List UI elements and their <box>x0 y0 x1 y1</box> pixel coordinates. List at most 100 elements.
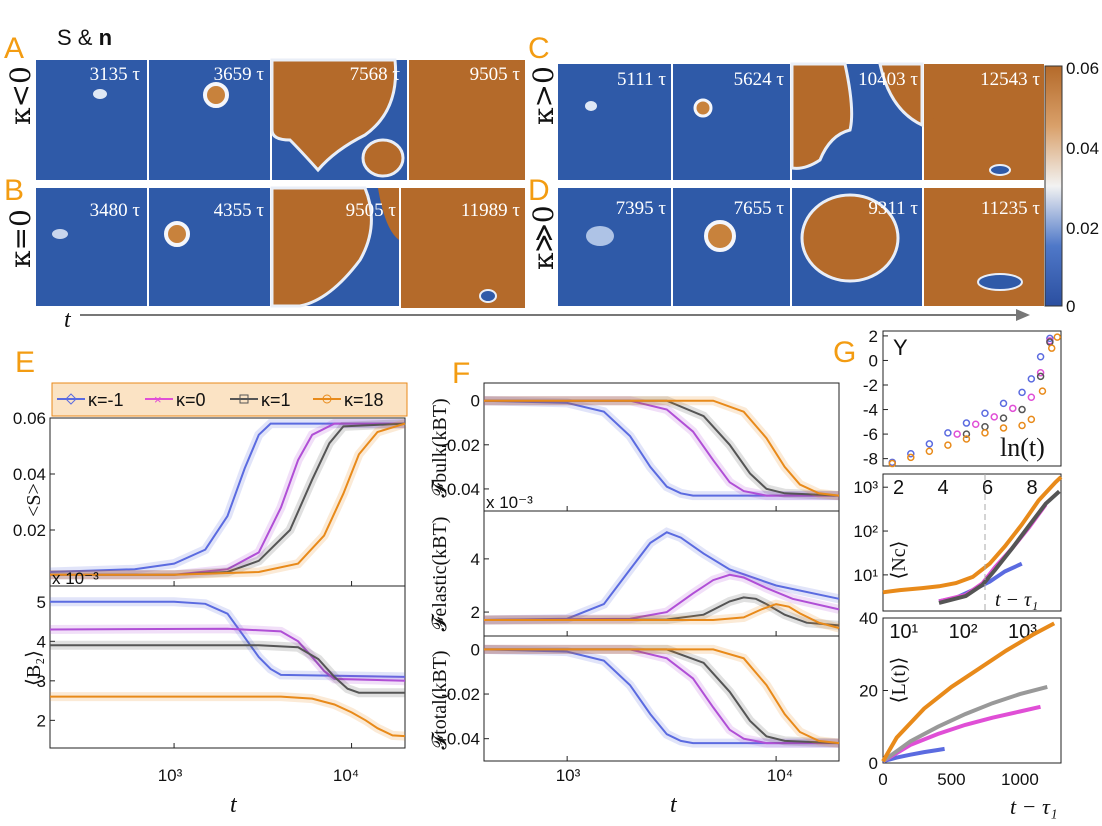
g-top-xlabel: ln(t) <box>1000 433 1045 462</box>
snapshot-hole <box>479 289 497 303</box>
y-tick-label: 0.06 <box>13 409 46 428</box>
snapshot-blob <box>586 226 614 246</box>
snapshot-row-c: 5111 τ 5624 τ 10403 τ 12543 τ <box>558 62 1044 180</box>
snapshot-domain <box>270 58 398 173</box>
data-point <box>971 420 980 429</box>
snapshot-blob <box>203 82 229 108</box>
series-line <box>483 399 839 497</box>
snapshot-domain <box>800 193 900 283</box>
top-tick-label: 2 <box>893 477 904 499</box>
top-tick-label: 10¹ <box>889 621 918 643</box>
data-point <box>1018 388 1026 397</box>
snapshot-domain <box>361 138 405 178</box>
g-middle-xlabel: t − τ₁ <box>995 589 1038 611</box>
y-tick-label: -6 <box>863 425 878 444</box>
series-line <box>484 399 839 497</box>
snapshot-time: 11235 τ <box>981 198 1041 219</box>
y-tick-label: 5 <box>37 593 46 612</box>
colorbar-tick: 0.06 <box>1066 59 1099 78</box>
data-point <box>1009 404 1017 413</box>
series-line <box>484 648 839 745</box>
snapshot-time: 7568 τ <box>350 64 401 85</box>
f-xlabel: t <box>670 792 678 818</box>
chart-f-bottom: 0 -0.02 -0.04 <box>441 635 840 762</box>
y-tick-label: 0 <box>869 754 878 773</box>
chart-f-middle: 24 <box>471 510 841 637</box>
series-errorband <box>50 692 406 741</box>
series-errorband <box>50 419 406 580</box>
f-middle-ylabel: 𝓕elastic(kBT) <box>429 517 451 632</box>
axes-frame <box>49 585 406 749</box>
x-tick-label: 10³ <box>158 766 183 785</box>
series-line <box>882 475 1063 595</box>
row-label-d: κ≫0 <box>527 205 560 270</box>
series-line <box>881 684 1048 763</box>
legend-label: κ=18 <box>344 390 384 410</box>
snapshot-row-d: 7395 τ 7655 τ 9311 τ 11235 τ <box>558 188 1044 306</box>
data-point <box>981 422 989 431</box>
snapshot-tile <box>36 188 147 306</box>
snapshot-tile <box>558 188 671 306</box>
y-tick-label: 20 <box>859 682 878 701</box>
panel-letter-b: B <box>4 174 24 207</box>
series-line <box>881 704 1041 763</box>
e-bottom-ylabel: ⟨B₂⟩ <box>23 650 45 686</box>
snapshot-hole <box>977 273 1023 291</box>
snapshot-row-a: 3135 τ 3659 τ 7568 τ 9505 τ <box>36 58 525 180</box>
y-tick-label: 3 <box>37 672 46 691</box>
x-tick-label: 500 <box>937 770 965 789</box>
snapshot-tile <box>401 188 525 308</box>
top-tick-label: 10² <box>949 621 978 643</box>
series-line <box>50 644 405 694</box>
snapshot-time: 3659 τ <box>214 64 265 85</box>
snapshot-time: 10403 τ <box>858 69 918 90</box>
panel-letter-c: C <box>528 32 550 65</box>
x-tick-label: 10³ <box>556 766 581 785</box>
colorbar <box>1044 65 1063 307</box>
series-line <box>50 422 405 576</box>
y-tick-label: 0 <box>471 392 480 411</box>
data-point <box>1018 405 1026 414</box>
snapshot-time: 7655 τ <box>734 198 785 219</box>
axes-frame <box>49 417 406 587</box>
g-middle-ylabel: ⟨Nc⟩ <box>888 541 910 580</box>
snapshot-domain <box>924 64 960 120</box>
x-tick-label: 1000 <box>1001 770 1039 789</box>
snapshot-tile <box>673 64 790 180</box>
snapshot-domain <box>378 188 399 240</box>
snapshot-hole <box>989 164 1011 176</box>
chart-e-bottom: 2 3 4 5 <box>37 585 406 749</box>
g-bottom-xlabel: t − τ₁ <box>1010 794 1057 819</box>
data-point <box>925 440 934 448</box>
series-line <box>50 695 406 738</box>
row-label-c: κ>0 <box>527 66 560 125</box>
snapshot-time: 3135 τ <box>90 64 141 85</box>
panel-letter-g: G <box>833 336 856 369</box>
g-bottom-ylabel: ⟨L(t)⟩ <box>888 657 910 704</box>
series-line <box>483 648 839 745</box>
data-point <box>981 429 989 437</box>
data-point <box>990 413 998 421</box>
series-line <box>49 627 406 682</box>
data-point <box>981 409 989 417</box>
f-multiplier: x 10⁻³ <box>486 493 533 512</box>
snapshot-tile <box>558 64 671 180</box>
data-point <box>944 429 952 437</box>
y-tick-label: 4 <box>37 632 46 651</box>
data-point <box>1018 421 1026 430</box>
y-tick-label: 0 <box>869 351 878 370</box>
y-tick-label: -0.02 <box>441 436 480 455</box>
series-line <box>49 422 405 573</box>
snapshot-time: 3480 τ <box>90 200 141 221</box>
chart-g-top: 2 0 -2 -4 -6 -8 <box>863 327 1062 469</box>
series-line <box>484 399 840 497</box>
series-errorband <box>50 640 405 698</box>
snapshot-blob <box>164 221 190 247</box>
legend-marker <box>322 394 332 404</box>
f-bottom-ylabel: 𝓕total(kBT) <box>429 650 451 749</box>
snapshot-blob <box>52 229 68 239</box>
y-tick-label: 2 <box>471 603 480 622</box>
chart-f-top: 0 -0.02 -0.04 <box>441 382 840 512</box>
